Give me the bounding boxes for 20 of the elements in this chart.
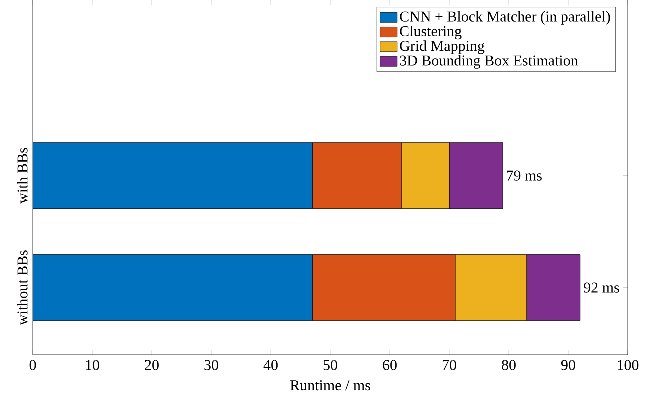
- x-tick-label: 50: [324, 360, 338, 370]
- x-tick-label: 60: [383, 360, 397, 370]
- x-tick-label: 30: [204, 360, 218, 370]
- x-tick-label: 70: [442, 360, 456, 370]
- x-tick-label: 40: [264, 360, 278, 370]
- x-tick-label: 0: [30, 360, 36, 370]
- legend-label: 3D Bounding Box Estimation: [400, 55, 578, 69]
- legend-label: CNN + Block Matcher (in parallel): [400, 11, 610, 25]
- x-tick-label: 80: [502, 360, 516, 370]
- x-tick-label: 20: [145, 360, 159, 370]
- y-tick-label: with BBs: [17, 148, 28, 204]
- total-label: 79 ms: [507, 170, 542, 181]
- x-tick-label: 100: [618, 360, 639, 370]
- y-tick-label: without BBs: [17, 250, 28, 326]
- x-tick-label: 10: [86, 360, 100, 370]
- x-tick-label: 90: [561, 360, 576, 370]
- legend-label: Clustering: [400, 26, 462, 40]
- x-axis-title: Runtime / ms: [290, 380, 370, 391]
- total-label: 92 ms: [584, 282, 620, 293]
- legend-label: Grid Mapping: [400, 40, 485, 54]
